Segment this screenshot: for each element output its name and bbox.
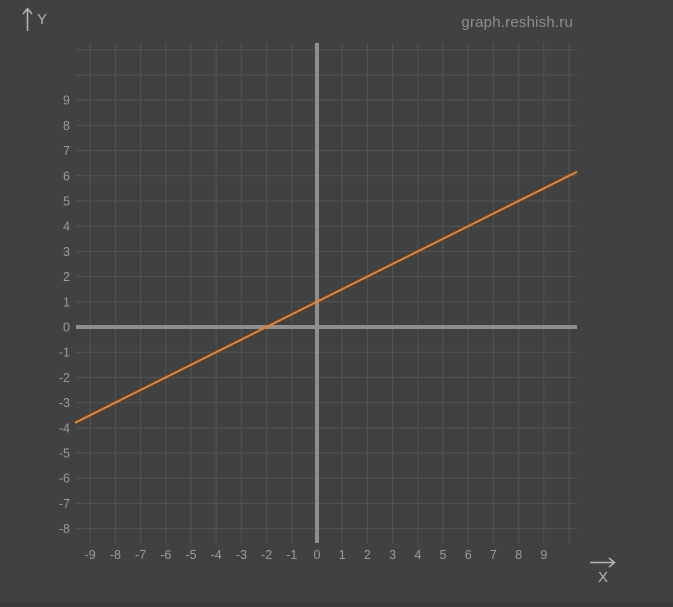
x-tick-label: 3 bbox=[389, 548, 396, 562]
y-axis-label: Y bbox=[21, 6, 47, 32]
y-tick-label: -6 bbox=[59, 472, 70, 486]
x-tick-label: 4 bbox=[414, 548, 421, 562]
y-tick-label: -5 bbox=[59, 447, 70, 461]
x-tick-label: 1 bbox=[339, 548, 346, 562]
y-tick-label: -4 bbox=[59, 421, 70, 435]
y-tick-label: -8 bbox=[59, 522, 70, 536]
x-tick-label: 2 bbox=[364, 548, 371, 562]
y-tick-label: 8 bbox=[63, 119, 70, 133]
x-tick-label: -6 bbox=[160, 548, 171, 562]
x-tick-label: -4 bbox=[211, 548, 222, 562]
y-tick-label: 4 bbox=[63, 220, 70, 234]
x-tick-label: -7 bbox=[135, 548, 146, 562]
y-tick-label: 0 bbox=[63, 321, 70, 335]
x-tick-label: -8 bbox=[110, 548, 121, 562]
x-axis-letter: X bbox=[597, 569, 608, 586]
x-axis-label: X bbox=[588, 556, 618, 586]
watermark: graph.reshish.ru bbox=[461, 14, 573, 31]
bottom-edge bbox=[0, 601, 673, 607]
x-tick-label: 5 bbox=[440, 548, 447, 562]
y-tick-label: 5 bbox=[63, 195, 70, 209]
x-tick-label: 6 bbox=[465, 548, 472, 562]
y-tick-label: -3 bbox=[59, 396, 70, 410]
x-tick-label: -9 bbox=[85, 548, 96, 562]
x-tick-label: 7 bbox=[490, 548, 497, 562]
function-line bbox=[74, 170, 578, 424]
y-tick-label: 2 bbox=[63, 270, 70, 284]
y-tick-label: 1 bbox=[63, 295, 70, 309]
y-tick-label: 7 bbox=[63, 144, 70, 158]
up-arrow-icon bbox=[22, 7, 33, 31]
y-axis-letter: Y bbox=[37, 11, 48, 28]
x-tick-label: 0 bbox=[314, 548, 321, 562]
x-tick-label: -3 bbox=[236, 548, 247, 562]
y-tick-label: -7 bbox=[59, 497, 70, 511]
y-tick-label: -1 bbox=[59, 346, 70, 360]
x-tick-label: -1 bbox=[286, 548, 297, 562]
y-tick-label: 6 bbox=[63, 169, 70, 183]
y-tick-label: 3 bbox=[63, 245, 70, 259]
x-tick-label: -5 bbox=[185, 548, 196, 562]
x-tick-label: 9 bbox=[540, 548, 547, 562]
y-tick-label: 9 bbox=[63, 94, 70, 108]
x-tick-label: -2 bbox=[261, 548, 272, 562]
x-tick-label: 8 bbox=[515, 548, 522, 562]
y-tick-label: -2 bbox=[59, 371, 70, 385]
right-arrow-icon bbox=[590, 557, 616, 568]
